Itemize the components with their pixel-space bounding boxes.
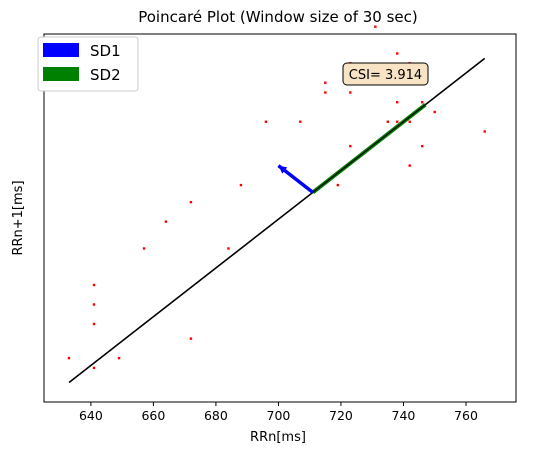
legend-label-sd1: SD1 [90, 42, 121, 60]
scatter-point [421, 145, 423, 147]
scatter-point [93, 303, 95, 305]
scatter-point [349, 91, 351, 93]
scatter-point [265, 121, 267, 123]
scatter-point [396, 101, 398, 103]
x-tick-label: 740 [392, 408, 416, 423]
scatter-point [374, 25, 376, 27]
scatter-point [190, 337, 192, 339]
legend-swatch-sd1 [43, 43, 79, 57]
scatter-point [93, 284, 95, 286]
x-tick-label: 680 [204, 408, 228, 423]
chart-title: Poincaré Plot (Window size of 30 sec) [138, 8, 418, 26]
scatter-point [118, 357, 120, 359]
scatter-point [93, 323, 95, 325]
scatter-point [349, 145, 351, 147]
x-tick-label: 720 [329, 408, 353, 423]
x-tick-label: 640 [79, 408, 103, 423]
scatter-point [396, 52, 398, 54]
legend-label-sd2: SD2 [90, 66, 121, 84]
legend: SD1 SD2 [38, 37, 138, 91]
scatter-point [190, 201, 192, 203]
scatter-point [165, 220, 167, 222]
scatter-point [387, 121, 389, 123]
scatter-point [421, 101, 423, 103]
csi-annotation: CSI= 3.914 [343, 63, 428, 85]
scatter-point [227, 247, 229, 249]
x-tick-label: 700 [267, 408, 291, 423]
scatter-point [434, 111, 436, 113]
scatter-point [240, 184, 242, 186]
legend-swatch-sd2 [43, 67, 79, 81]
scatter-point [93, 367, 95, 369]
scatter-point [143, 247, 145, 249]
y-axis-label: RRn+1[ms] [11, 180, 26, 255]
scatter-point [409, 121, 411, 123]
scatter-point [396, 121, 398, 123]
scatter-point [337, 184, 339, 186]
scatter-point [299, 121, 301, 123]
scatter-point [324, 82, 326, 84]
x-axis-label: RRn[ms] [250, 430, 306, 445]
scatter-point [324, 91, 326, 93]
scatter-point [409, 164, 411, 166]
scatter-point [484, 130, 486, 132]
csi-text: CSI= 3.914 [349, 68, 422, 83]
x-tick-label: 660 [141, 408, 165, 423]
x-tick-label: 760 [454, 408, 478, 423]
scatter-point [68, 357, 70, 359]
